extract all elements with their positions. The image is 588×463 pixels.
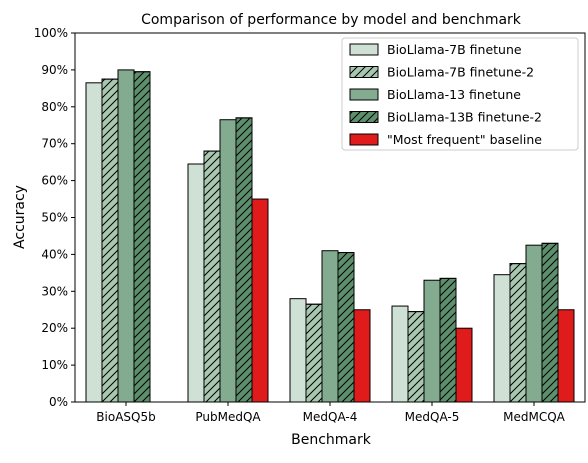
bar-hatch (337, 252, 355, 403)
legend: BioLlama-7B finetune BioLlama-7B finetune… (341, 37, 579, 151)
y-tick-label: 100% (34, 26, 68, 40)
y-tick-label: 10% (41, 358, 68, 372)
bar-hatch (235, 117, 253, 403)
bar (391, 305, 409, 403)
x-tick-label: PubMedQA (195, 410, 261, 424)
bar (219, 119, 237, 403)
bar (117, 69, 135, 403)
bar (321, 250, 339, 403)
legend-label: BioLlama-7B finetune (387, 42, 522, 57)
chart-title: Comparison of performance by model and b… (141, 12, 522, 28)
y-tick-label: 80% (41, 100, 68, 114)
bar-hatch (407, 311, 425, 403)
bar (251, 198, 269, 403)
y-tick-label: 70% (41, 137, 68, 151)
x-tick-label: MedQA-5 (405, 410, 460, 424)
legend-swatch-hatch (349, 111, 379, 123)
y-tick-label: 30% (41, 284, 68, 298)
bar (423, 279, 441, 403)
bar (557, 309, 575, 403)
legend-swatch (349, 88, 379, 101)
legend-box (341, 37, 579, 151)
bar (289, 298, 307, 403)
legend-swatch (349, 133, 379, 146)
plot-frame (74, 32, 586, 403)
bar (187, 163, 205, 403)
y-tick-label: 0% (49, 395, 68, 409)
legend-label: BioLlama-7B finetune-2 (387, 65, 534, 80)
bar (85, 82, 103, 403)
x-axis-title: Benchmark (291, 432, 372, 448)
legend-label: "Most frequent" baseline (387, 132, 542, 147)
y-axis-title: Accuracy (12, 185, 28, 249)
bar (525, 244, 543, 403)
y-tick-label: 20% (41, 321, 68, 335)
y-tick-label: 50% (41, 211, 68, 225)
bar-hatch (305, 303, 323, 403)
x-tick-label: MedMCQA (503, 410, 566, 424)
bar (455, 327, 473, 403)
x-tick-label: MedQA-4 (303, 410, 358, 424)
y-tick-label: 40% (41, 247, 68, 261)
legend-label: BioLlama-13B finetune-2 (387, 110, 542, 125)
bar-hatch (439, 277, 457, 403)
bar-hatch (133, 71, 151, 403)
bar-hatch (509, 263, 527, 403)
legend-swatch (349, 43, 379, 56)
bar (493, 274, 511, 403)
legend-swatch-hatch (349, 66, 379, 78)
bar (353, 309, 371, 403)
bar-hatch (541, 242, 559, 403)
y-tick-label: 90% (41, 63, 68, 77)
x-tick-label: BioASQ5b (96, 410, 155, 424)
legend-label: BioLlama-13 finetune (387, 87, 521, 102)
bar-hatch (203, 150, 221, 403)
bar-hatch (101, 78, 119, 403)
y-tick-label: 60% (41, 174, 68, 188)
